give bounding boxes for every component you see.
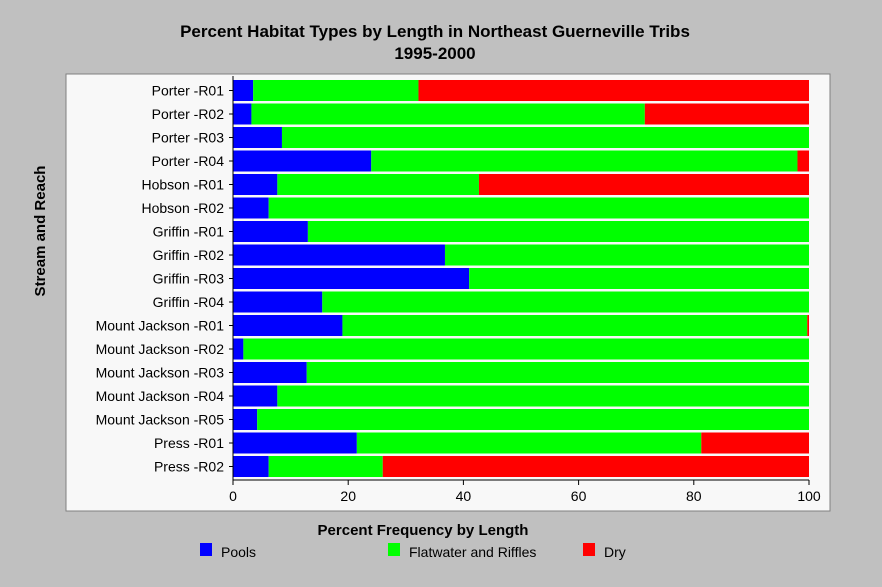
y-tick-label: Porter -R04 [152,153,225,169]
legend-swatch [200,543,212,556]
bar-segment [233,174,278,195]
y-tick-label: Mount Jackson -R02 [96,341,225,357]
bar-segment [233,338,244,360]
bar-segment [268,456,383,477]
bar-segment [418,80,809,101]
y-tick-label: Griffin -R02 [153,247,225,263]
bar-segment [233,432,357,454]
bar-segment [233,221,308,242]
y-tick-label: Griffin -R03 [153,271,225,287]
bar-segment [478,174,809,195]
legend-label: Flatwater and Riffles [409,544,536,560]
y-tick-label: Mount Jackson -R03 [96,365,225,381]
bar-segment [233,127,282,148]
bar-segment [356,432,702,454]
y-axis-label: Stream and Reach [32,166,49,297]
bar-segment [233,244,445,266]
legend-label: Pools [221,544,256,560]
y-tick-label: Porter -R02 [152,106,225,122]
legend-swatch [388,543,400,556]
bar-segment [644,103,809,125]
x-tick-label: 0 [229,488,237,504]
x-tick-label: 100 [797,488,821,504]
x-axis-label: Percent Frequency by Length [318,522,529,539]
y-tick-label: Porter -R01 [152,83,225,99]
x-tick-label: 20 [340,488,356,504]
bar-segment [444,244,809,266]
legend-label: Dry [604,544,626,560]
bar-segment [243,338,810,360]
y-tick-label: Hobson -R01 [142,177,225,193]
bar-segment [233,409,258,430]
x-tick-label: 60 [571,488,587,504]
bar-segment [233,385,278,407]
bar-segment [281,127,810,148]
y-tick-label: Mount Jackson -R04 [96,388,225,404]
chart-title: Percent Habitat Types by Length in North… [180,22,690,41]
bar-segment [268,197,809,219]
y-tick-label: Griffin -R04 [153,294,225,310]
bar-segment [257,409,809,430]
y-tick-label: Mount Jackson -R01 [96,318,225,334]
bar-segment [277,174,479,195]
y-tick-label: Porter -R03 [152,130,225,146]
bar-segment [371,150,798,172]
bar-segment [233,197,269,219]
legend-swatch [583,543,595,556]
x-tick-label: 40 [456,488,472,504]
y-tick-labels: Porter -R01 Porter -R02 Porter -R03 Porter … [96,83,233,475]
bar-segment [251,103,645,125]
bar-segment [233,362,307,383]
bar-segment [277,385,809,407]
y-tick-label: Mount Jackson -R05 [96,412,225,428]
bar-segment [469,268,809,289]
chart-subtitle: 1995-2000 [394,44,475,63]
bar-segment [701,432,809,454]
bar-segment [233,150,372,172]
y-tick-label: Griffin -R01 [153,224,225,240]
bars-group [233,80,810,477]
bar-segment [306,362,809,383]
x-axis: 0 20 40 60 80 100 [229,76,821,504]
bar-segment [233,315,343,336]
bar-segment [253,80,419,101]
bar-segment [233,291,323,313]
bar-segment [807,315,809,336]
y-tick-label: Hobson -R02 [142,200,225,216]
bar-segment [382,456,809,477]
bar-segment [233,456,269,477]
y-tick-label: Press -R02 [154,459,224,475]
x-tick-label: 80 [686,488,702,504]
y-tick-label: Press -R01 [154,435,224,451]
bar-segment [322,291,809,313]
bar-segment [233,80,254,101]
bar-segment [797,150,809,172]
legend: Pools Flatwater and Riffles Dry [200,543,626,560]
bar-segment [233,103,252,125]
bar-segment [342,315,808,336]
bar-segment [233,268,470,289]
bar-segment [307,221,809,242]
